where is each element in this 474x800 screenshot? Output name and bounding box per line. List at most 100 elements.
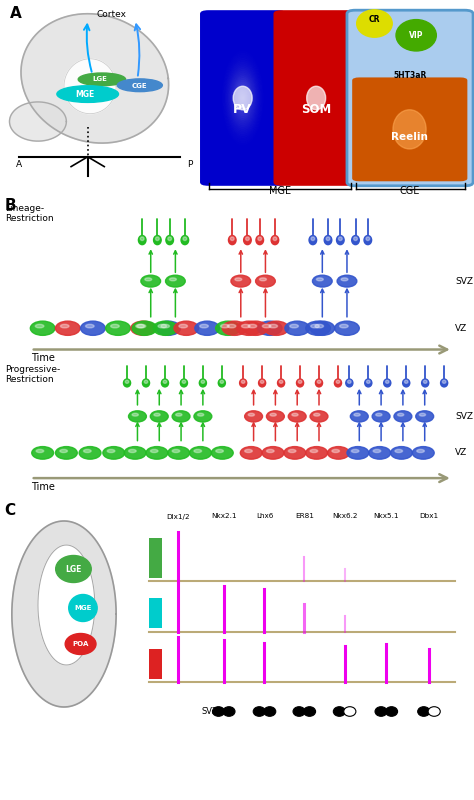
Ellipse shape [132,321,157,335]
Ellipse shape [235,278,242,281]
FancyBboxPatch shape [273,10,359,186]
Ellipse shape [138,235,146,245]
Text: POA: POA [73,641,89,647]
Ellipse shape [154,235,161,245]
Ellipse shape [211,446,233,459]
Ellipse shape [307,86,326,110]
Ellipse shape [279,380,283,383]
Ellipse shape [183,237,187,241]
Text: CGE: CGE [132,83,147,89]
Ellipse shape [266,450,274,453]
Ellipse shape [194,411,212,422]
Ellipse shape [256,235,264,245]
Ellipse shape [245,450,252,453]
Polygon shape [12,521,116,707]
Ellipse shape [161,379,169,387]
FancyBboxPatch shape [352,78,467,182]
Text: SVZ: SVZ [455,277,473,286]
Ellipse shape [241,380,245,383]
Text: VIP: VIP [409,30,423,40]
Ellipse shape [212,706,225,716]
Ellipse shape [110,324,119,328]
Ellipse shape [314,414,320,416]
Ellipse shape [258,237,262,241]
Ellipse shape [288,450,296,453]
Ellipse shape [335,379,341,387]
Ellipse shape [198,414,204,416]
Ellipse shape [124,446,146,459]
Ellipse shape [241,324,250,328]
Ellipse shape [306,321,330,335]
Ellipse shape [30,321,55,335]
Ellipse shape [35,324,44,328]
Ellipse shape [83,450,91,453]
Ellipse shape [293,706,305,716]
Ellipse shape [352,235,359,245]
Ellipse shape [79,446,101,459]
Ellipse shape [55,555,91,582]
Ellipse shape [423,380,427,383]
Ellipse shape [248,324,257,328]
Text: Reelin: Reelin [391,132,428,142]
Text: Cortex: Cortex [96,10,127,18]
Ellipse shape [69,594,97,622]
Ellipse shape [154,414,160,416]
Text: Nkx6.2: Nkx6.2 [332,514,357,519]
Ellipse shape [303,706,316,716]
Ellipse shape [336,380,340,383]
Ellipse shape [243,321,268,335]
Ellipse shape [200,324,209,328]
Ellipse shape [284,446,306,459]
Ellipse shape [385,380,389,383]
Ellipse shape [324,235,332,245]
Ellipse shape [253,706,265,716]
Ellipse shape [260,380,264,383]
Ellipse shape [259,379,265,387]
Ellipse shape [117,79,162,92]
Text: ER81: ER81 [295,514,314,519]
Ellipse shape [264,706,276,716]
Ellipse shape [220,324,229,328]
Ellipse shape [404,380,408,383]
Ellipse shape [190,446,211,459]
Ellipse shape [277,379,284,387]
Ellipse shape [309,235,317,245]
Text: A: A [9,6,21,21]
Ellipse shape [344,706,356,716]
Polygon shape [21,14,169,143]
Ellipse shape [194,450,201,453]
Ellipse shape [168,237,172,241]
Ellipse shape [137,324,146,328]
Ellipse shape [337,235,344,245]
Ellipse shape [245,411,263,422]
Text: CR: CR [369,15,380,24]
Ellipse shape [223,706,235,716]
Ellipse shape [141,275,161,287]
Ellipse shape [264,321,289,335]
Ellipse shape [125,380,129,383]
FancyBboxPatch shape [200,10,286,186]
Text: Time: Time [31,482,55,492]
Ellipse shape [347,380,351,383]
Polygon shape [38,545,95,665]
Ellipse shape [354,414,360,416]
Ellipse shape [312,275,332,287]
Ellipse shape [128,450,136,453]
Bar [149,598,162,629]
Text: LGE: LGE [92,76,107,82]
Ellipse shape [180,379,188,387]
Ellipse shape [333,706,346,716]
Text: SVZ/VZ: SVZ/VZ [201,707,233,716]
Ellipse shape [131,321,155,335]
Ellipse shape [316,379,322,387]
Ellipse shape [195,321,219,335]
Ellipse shape [290,324,299,328]
Ellipse shape [172,450,180,453]
Ellipse shape [168,446,190,459]
Text: 5HT3aR: 5HT3aR [393,70,427,79]
Ellipse shape [163,380,167,383]
Text: MGE: MGE [76,90,95,98]
Ellipse shape [310,324,319,328]
Ellipse shape [422,379,428,387]
Ellipse shape [199,379,207,387]
